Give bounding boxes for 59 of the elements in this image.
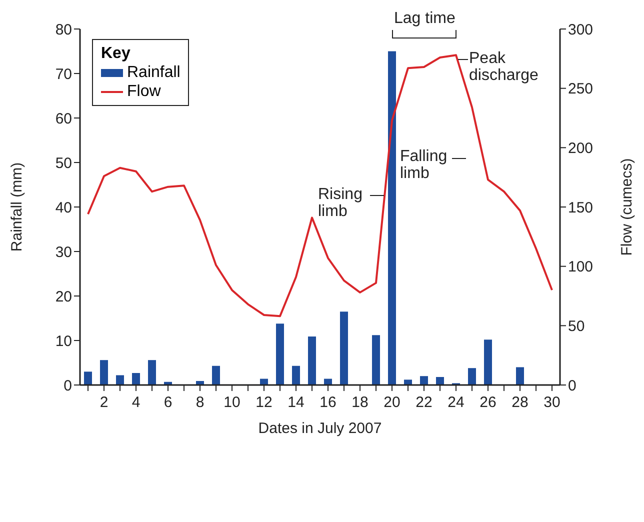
x-tick-label: 16	[320, 394, 336, 411]
bar	[340, 312, 348, 385]
y2-tick-label: 0	[568, 377, 576, 394]
x-tick-label: 26	[480, 394, 496, 411]
legend-label: Flow	[127, 82, 161, 101]
y2-tick-label: 300	[568, 21, 594, 38]
y-tick-label: 10	[55, 332, 72, 350]
bar	[420, 376, 428, 385]
x-tick-label: 4	[132, 394, 140, 411]
bar	[84, 372, 92, 385]
y2-tick-label: 50	[568, 318, 585, 335]
text: Lag time	[394, 10, 456, 27]
y2-tick-label: 100	[568, 258, 594, 276]
bar	[404, 380, 412, 385]
y-tick-label: 40	[55, 199, 72, 216]
y-tick-label: 60	[55, 110, 72, 128]
x-tick-label: 20	[384, 394, 400, 411]
y2-tick-label: 150	[568, 199, 594, 216]
bar	[100, 360, 108, 385]
x-tick-label: 24	[448, 394, 464, 411]
y2-tick-label: 200	[568, 140, 594, 157]
y-axis-title: Rainfall (mm)	[8, 162, 26, 252]
legend-label: Rainfall	[127, 63, 180, 82]
x-tick-label: 28	[512, 394, 528, 411]
x-tick-label: 18	[352, 394, 368, 411]
x-tick-label: 14	[288, 394, 304, 411]
bar	[388, 51, 396, 385]
y-tick-label: 30	[55, 244, 72, 261]
y-tick-label: 70	[55, 66, 72, 83]
y-tick-label: 80	[55, 21, 72, 38]
bar	[132, 372, 140, 385]
y2-tick-label: 250	[568, 80, 594, 98]
x-tick-label: 10	[224, 394, 240, 411]
bar	[292, 366, 300, 385]
y2-axis-title: Flow (cumecs)	[618, 158, 636, 256]
bar	[308, 336, 316, 385]
y-tick-label: 50	[55, 154, 72, 172]
bar	[276, 324, 284, 385]
bar	[436, 376, 444, 385]
x-tick-label: 12	[256, 394, 272, 411]
bar	[372, 335, 380, 385]
bar	[212, 366, 220, 385]
bar	[116, 375, 124, 385]
bar	[484, 340, 492, 385]
x-axis-title: Dates in July 2007	[258, 420, 382, 437]
bar	[468, 368, 476, 385]
y-tick-label: 20	[55, 288, 72, 306]
annotation: Rising limb	[318, 186, 362, 220]
annotation: Peak discharge	[469, 50, 538, 84]
y-tick-label: 0	[64, 377, 72, 394]
legend-title: Key	[101, 44, 132, 63]
x-tick-label: 22	[416, 394, 432, 411]
bar	[516, 367, 524, 385]
x-tick-label: 6	[164, 394, 172, 411]
x-tick-label: 8	[196, 394, 204, 411]
annotation: Falling limb	[400, 148, 448, 182]
x-tick-label: 30	[544, 394, 560, 411]
x-tick-label: 2	[100, 394, 108, 411]
bar	[148, 360, 156, 385]
